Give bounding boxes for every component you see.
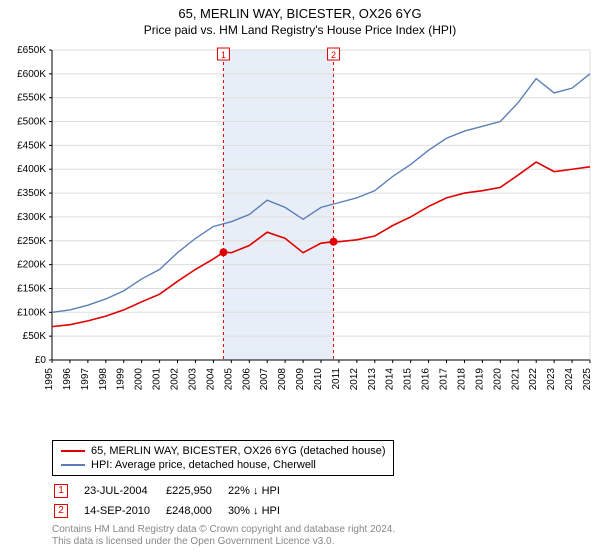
svg-text:2013: 2013 xyxy=(367,368,378,391)
transaction-diff: 22% ↓ HPI xyxy=(228,482,294,500)
svg-text:1997: 1997 xyxy=(80,368,91,391)
svg-text:£450K: £450K xyxy=(17,140,46,151)
svg-text:£600K: £600K xyxy=(17,69,46,80)
svg-text:£50K: £50K xyxy=(23,331,47,342)
svg-text:£250K: £250K xyxy=(17,236,46,247)
table-row: 1 23-JUL-2004 £225,950 22% ↓ HPI xyxy=(54,482,294,500)
svg-text:2021: 2021 xyxy=(510,368,521,391)
svg-text:2014: 2014 xyxy=(385,368,396,391)
legend-swatch xyxy=(61,464,85,466)
transaction-diff: 30% ↓ HPI xyxy=(228,502,294,520)
legend-item: 65, MERLIN WAY, BICESTER, OX26 6YG (deta… xyxy=(61,444,385,458)
svg-text:2006: 2006 xyxy=(241,368,252,391)
svg-text:2002: 2002 xyxy=(170,368,181,391)
svg-text:£550K: £550K xyxy=(17,93,46,104)
svg-text:£0: £0 xyxy=(35,355,47,366)
table-row: 2 14-SEP-2010 £248,000 30% ↓ HPI xyxy=(54,502,294,520)
svg-text:2015: 2015 xyxy=(403,368,414,391)
chart-title: 65, MERLIN WAY, BICESTER, OX26 6YG xyxy=(0,0,600,21)
transaction-price: £248,000 xyxy=(166,502,226,520)
svg-text:2024: 2024 xyxy=(564,368,575,391)
transaction-date: 14-SEP-2010 xyxy=(84,502,164,520)
chart-area: £0 £50K £100K £150K £200K £250K £300K £350K £400… xyxy=(0,40,600,430)
license-line: This data is licensed under the Open Gov… xyxy=(52,536,395,548)
svg-text:2003: 2003 xyxy=(187,368,198,391)
svg-text:£400K: £400K xyxy=(17,164,46,175)
license-text: Contains HM Land Registry data © Crown c… xyxy=(52,524,395,548)
svg-text:2007: 2007 xyxy=(259,368,270,391)
transaction-marker: 1 xyxy=(54,484,68,498)
svg-text:1999: 1999 xyxy=(116,368,127,391)
svg-text:2004: 2004 xyxy=(205,368,216,391)
svg-text:£650K: £650K xyxy=(17,45,46,56)
svg-text:1: 1 xyxy=(221,50,226,60)
svg-text:2000: 2000 xyxy=(134,368,145,391)
svg-text:2009: 2009 xyxy=(295,368,306,391)
legend: 65, MERLIN WAY, BICESTER, OX26 6YG (deta… xyxy=(52,440,394,476)
legend-label: HPI: Average price, detached house, Cher… xyxy=(91,458,316,472)
legend-item: HPI: Average price, detached house, Cher… xyxy=(61,458,385,472)
svg-text:2025: 2025 xyxy=(582,368,593,391)
svg-text:1996: 1996 xyxy=(62,368,73,391)
chart-subtitle: Price paid vs. HM Land Registry's House … xyxy=(0,21,600,37)
svg-text:2023: 2023 xyxy=(546,368,557,391)
svg-text:2: 2 xyxy=(331,50,336,60)
chart-container: 65, MERLIN WAY, BICESTER, OX26 6YG Price… xyxy=(0,0,600,560)
svg-text:2020: 2020 xyxy=(492,368,503,391)
svg-text:2018: 2018 xyxy=(456,368,467,391)
svg-text:2005: 2005 xyxy=(223,368,234,391)
svg-text:2010: 2010 xyxy=(313,368,324,391)
svg-text:2011: 2011 xyxy=(331,368,342,390)
transaction-price: £225,950 xyxy=(166,482,226,500)
transaction-date: 23-JUL-2004 xyxy=(84,482,164,500)
line-chart-svg: £0 £50K £100K £150K £200K £250K £300K £350K £400… xyxy=(0,40,600,430)
svg-text:1995: 1995 xyxy=(44,368,55,391)
svg-text:£150K: £150K xyxy=(17,283,46,294)
svg-text:2022: 2022 xyxy=(528,368,539,391)
svg-text:£500K: £500K xyxy=(17,117,46,128)
svg-text:£100K: £100K xyxy=(17,307,46,318)
svg-text:1998: 1998 xyxy=(98,368,109,391)
svg-text:2008: 2008 xyxy=(277,368,288,391)
legend-label: 65, MERLIN WAY, BICESTER, OX26 6YG (deta… xyxy=(91,444,385,458)
svg-text:2017: 2017 xyxy=(439,368,450,391)
transactions-table: 1 23-JUL-2004 £225,950 22% ↓ HPI 2 14-SE… xyxy=(52,480,296,522)
svg-text:2019: 2019 xyxy=(474,368,485,391)
svg-text:£200K: £200K xyxy=(17,260,46,271)
svg-text:£350K: £350K xyxy=(17,188,46,199)
svg-text:2016: 2016 xyxy=(421,368,432,391)
svg-text:2001: 2001 xyxy=(152,368,163,391)
legend-swatch xyxy=(61,450,85,452)
svg-text:£300K: £300K xyxy=(17,212,46,223)
transaction-marker: 2 xyxy=(54,504,68,518)
license-line: Contains HM Land Registry data © Crown c… xyxy=(52,524,395,536)
svg-text:2012: 2012 xyxy=(349,368,360,391)
